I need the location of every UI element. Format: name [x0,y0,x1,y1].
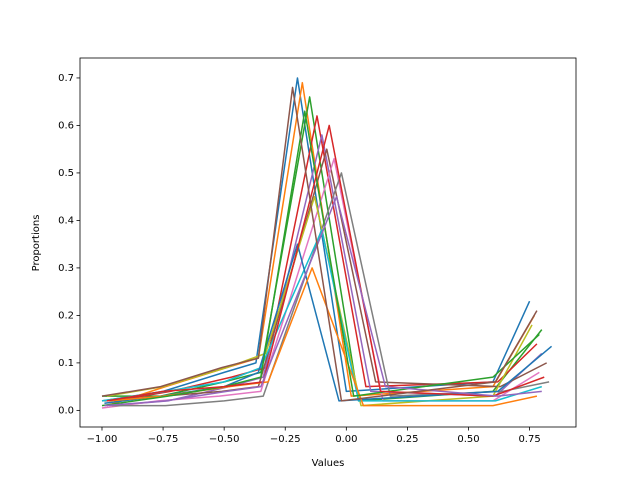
x-tick-label: −0.50 [209,434,240,445]
series-line [109,134,543,407]
series-line [106,195,533,407]
series-line [104,195,542,407]
y-axis-label: Proportions [31,215,42,272]
series-line [106,81,536,407]
x-tick-label: −0.25 [270,434,301,445]
series-line [101,86,538,402]
y-tick-label: 0.4 [58,215,74,226]
series-line [101,110,540,407]
x-tick-label: −0.75 [148,434,179,445]
x-tick-label: 0.75 [518,434,540,445]
x-axis-label: Values [312,458,345,469]
x-tick-label: −1.00 [87,434,118,445]
series-line [101,229,543,402]
y-tick-label: 0.6 [58,120,74,131]
x-tick-label: 0.50 [457,434,479,445]
series-line [104,243,553,404]
y-tick-label: 0.3 [58,263,74,274]
y-tick-label: 0.0 [58,405,74,416]
plot-frame [79,57,577,428]
series-line [106,124,545,402]
y-tick-label: 0.2 [58,310,74,321]
y-tick-label: 0.1 [58,358,74,369]
y-tick-label: 0.5 [58,168,74,179]
y-tick-label: 0.7 [58,73,74,84]
x-tick-label: 0.25 [396,434,418,445]
x-tick-label: 0.00 [335,434,357,445]
